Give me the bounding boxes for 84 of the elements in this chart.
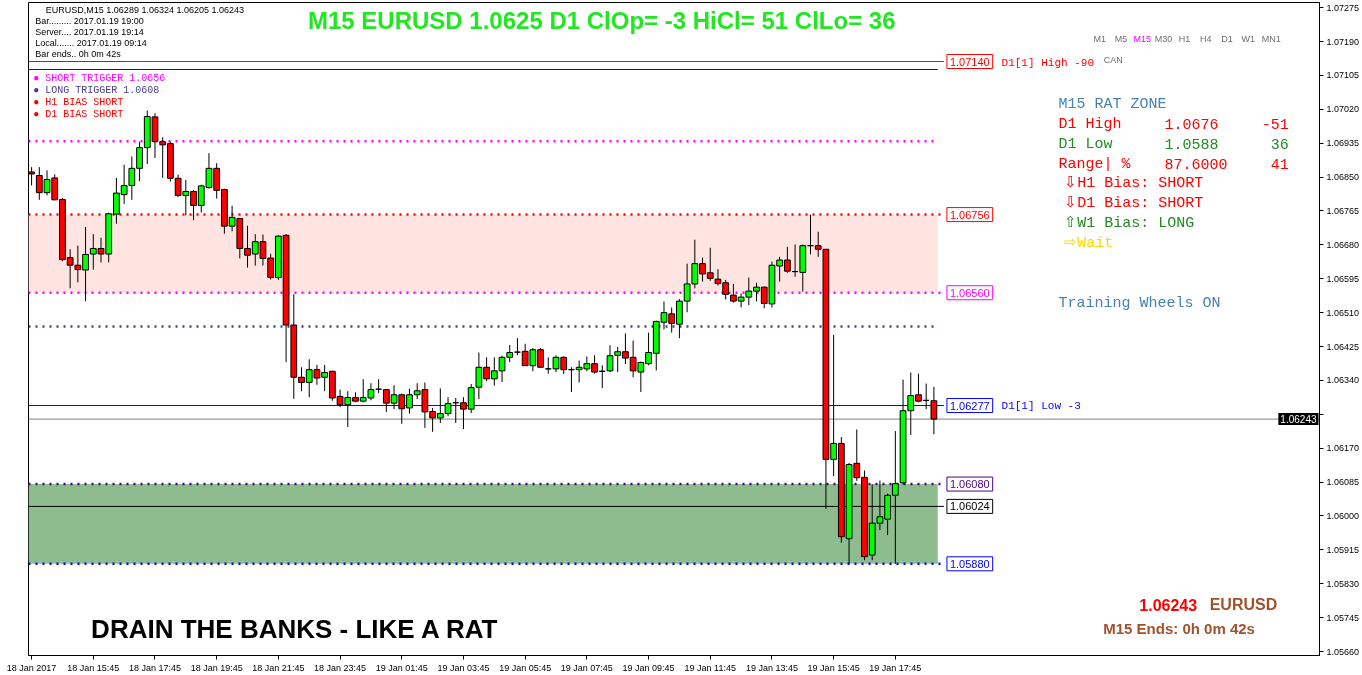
y-tick-label: 1.06595: [1326, 273, 1360, 284]
annotation: Bar ends.. 0h 0m 42s: [35, 49, 122, 60]
ref-line-label: 1.06560: [949, 286, 990, 299]
y-tick-label: 1.06000: [1326, 510, 1360, 521]
annotation: CAN: [1103, 55, 1123, 66]
annotation: ● D1 BIAS SHORT: [33, 108, 124, 120]
x-tick-label: 19 Jan 11:45: [684, 662, 736, 673]
annotation: Local....... 2017.01.19 09:14: [35, 38, 147, 49]
x-tick-label: 19 Jan 17:45: [869, 662, 922, 673]
annotation: D1: [1221, 34, 1233, 45]
annotation: ⇨Wait: [1064, 235, 1114, 253]
annotation: ● SHORT TRIGGER 1.0656: [33, 72, 166, 84]
annotation: ● H1 BIAS SHORT: [33, 96, 124, 108]
y-tick-label: 1.07275: [1326, 2, 1360, 13]
x-tick-label: 18 Jan 19:45: [190, 662, 243, 673]
ref-line-label: 1.06080: [949, 478, 990, 491]
ref-line-label: 1.06243: [1280, 414, 1317, 426]
annotation: EURUSD,M15 1.06289 1.06324 1.06205 1.06243: [45, 5, 244, 16]
annotation: M30: [1154, 34, 1173, 45]
annotation: DRAIN THE BANKS - LIKE A RAT: [91, 613, 498, 644]
ref-line-label: 1.06277: [949, 399, 990, 412]
annotation: D1[1] Low -3: [1001, 400, 1081, 413]
ref-line-label: 1.07140: [949, 55, 990, 68]
annotation: Bar......... 2017.01.19 19:00: [35, 16, 144, 27]
x-tick-label: 19 Jan 03:45: [437, 662, 490, 673]
annotation: Range| %: [1058, 155, 1132, 173]
annotation: W1: [1241, 34, 1255, 45]
annotation: M1: [1093, 34, 1107, 45]
annotation: M15 RAT ZONE: [1058, 95, 1167, 113]
y-tick-label: 1.06765: [1326, 206, 1360, 216]
x-tick-label: 19 Jan 15:45: [807, 662, 860, 673]
x-tick-label: 19 Jan 09:45: [622, 662, 675, 673]
annotation: H4: [1200, 34, 1212, 45]
annotation: H1: [1178, 34, 1191, 45]
x-tick-label: 19 Jan 01:45: [375, 662, 428, 673]
annotation: 36: [1270, 137, 1289, 155]
chart-title: M15 EURUSD 1.0625 D1 ClOp= -3 HiCl= 51 ClLo= 36: [307, 6, 896, 34]
annotation: ⇩D1 Bias: SHORT: [1064, 195, 1204, 213]
x-tick-label: 18 Jan 17:45: [128, 662, 181, 673]
y-tick-label: 1.06425: [1326, 341, 1360, 352]
ref-line-label: 1.06024: [949, 500, 990, 513]
x-tick-label: 18 Jan 23:45: [314, 662, 367, 673]
y-tick-label: 1.07020: [1326, 104, 1360, 115]
y-tick-label: 1.05660: [1326, 646, 1360, 657]
x-tick-label: 18 Jan 21:45: [252, 662, 305, 673]
annotation: 1.06243: [1139, 596, 1198, 614]
y-tick-label: 1.06340: [1326, 375, 1360, 386]
ref-line-label: 1.05880: [949, 557, 990, 570]
annotation: D1 High: [1058, 115, 1122, 133]
ref-line-label: 1.06756: [949, 208, 990, 221]
y-tick-label: 1.05915: [1326, 544, 1360, 555]
annotation: 87.6000: [1164, 157, 1228, 175]
annotation: ● LONG TRIGGER 1.0608: [33, 84, 160, 96]
annotation: Training Wheels ON: [1058, 295, 1221, 313]
x-tick-label: 19 Jan 07:45: [560, 662, 613, 673]
y-tick-label: 1.06935: [1326, 138, 1360, 149]
annotation: M15: [1133, 34, 1151, 45]
annotation: Server.... 2017.01.19 19:14: [35, 27, 144, 38]
candlestick: [930, 386, 938, 435]
y-tick-label: 1.05830: [1326, 578, 1360, 589]
y-tick-label: 1.06085: [1326, 477, 1360, 488]
annotation: ⇧W1 Bias: LONG: [1064, 215, 1195, 233]
annotation: ⇩H1 Bias: SHORT: [1064, 175, 1204, 193]
y-tick-label: 1.05745: [1326, 612, 1360, 623]
x-tick-label: 18 Jan 2017: [6, 662, 57, 673]
y-tick-label: 1.07190: [1326, 36, 1360, 47]
x-tick-label: 18 Jan 15:45: [67, 662, 120, 673]
y-tick-label: 1.06680: [1326, 239, 1360, 250]
y-tick-label: 1.07105: [1326, 70, 1360, 81]
annotation: -51: [1261, 117, 1289, 135]
y-tick-label: 1.06850: [1326, 172, 1360, 183]
annotation: 41: [1270, 157, 1289, 175]
annotation: 1.0676: [1164, 117, 1219, 135]
annotation: EURUSD: [1209, 596, 1278, 614]
y-tick-label: 1.06170: [1326, 443, 1360, 454]
x-tick-label: 19 Jan 05:45: [499, 662, 552, 673]
annotation: D1[1] High -90: [1001, 57, 1094, 70]
annotation: M15 Ends: 0h 0m 42s: [1103, 620, 1255, 638]
annotation: D1 Low: [1058, 135, 1113, 153]
y-tick-label: 1.06510: [1326, 307, 1360, 318]
annotation: MN1: [1261, 34, 1281, 45]
annotation: M5: [1114, 34, 1128, 45]
x-tick-label: 19 Jan 13:45: [745, 662, 798, 673]
annotation: 1.0588: [1164, 137, 1219, 155]
